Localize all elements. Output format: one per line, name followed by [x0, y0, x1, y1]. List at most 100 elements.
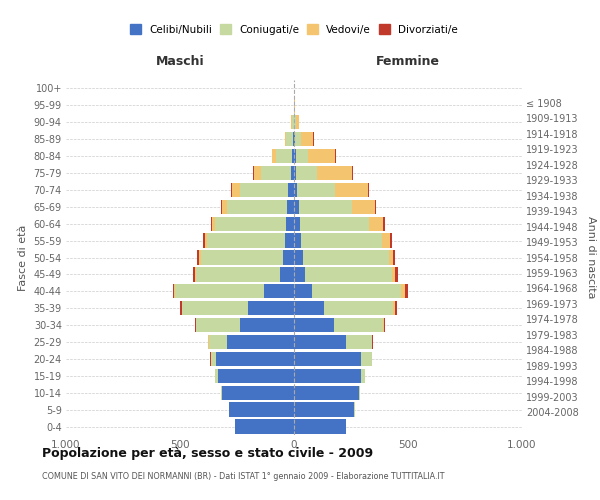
Bar [181, 301, 182, 316]
Bar [290, 166, 294, 180]
Bar [293, 132, 294, 146]
Bar [301, 234, 382, 248]
Bar [193, 267, 195, 281]
Bar [292, 149, 294, 164]
Bar [283, 250, 294, 264]
Bar [173, 284, 175, 298]
Y-axis label: Anni di nascita: Anni di nascita [586, 216, 596, 298]
Bar [294, 149, 296, 164]
Bar [254, 166, 261, 180]
Bar [299, 200, 352, 214]
Bar [222, 386, 294, 400]
Bar [265, 284, 294, 298]
Bar [294, 368, 361, 383]
Bar [334, 318, 383, 332]
Bar [296, 166, 317, 180]
Bar [361, 352, 371, 366]
Bar [300, 216, 369, 231]
Bar [312, 284, 401, 298]
Bar [218, 368, 294, 383]
Bar [352, 166, 353, 180]
Bar [212, 216, 215, 231]
Bar [383, 318, 384, 332]
Bar [272, 149, 276, 164]
Bar [215, 368, 218, 383]
Y-axis label: Fasce di età: Fasce di età [18, 224, 28, 290]
Bar [248, 301, 294, 316]
Bar [294, 250, 303, 264]
Bar [294, 420, 346, 434]
Bar [294, 182, 298, 197]
Bar [393, 250, 395, 264]
Bar [382, 234, 390, 248]
Bar [205, 234, 208, 248]
Bar [221, 386, 222, 400]
Bar [305, 267, 392, 281]
Bar [182, 301, 248, 316]
Bar [294, 166, 296, 180]
Bar [294, 132, 295, 146]
Bar [368, 182, 369, 197]
Bar [295, 115, 296, 130]
Bar [215, 216, 286, 231]
Bar [227, 335, 294, 349]
Bar [392, 267, 395, 281]
Text: Popolazione per età, sesso e stato civile - 2009: Popolazione per età, sesso e stato civil… [42, 448, 373, 460]
Bar [352, 200, 375, 214]
Bar [280, 267, 294, 281]
Bar [276, 149, 292, 164]
Bar [335, 149, 336, 164]
Bar [294, 386, 359, 400]
Bar [369, 216, 383, 231]
Bar [241, 182, 289, 197]
Text: COMUNE DI SAN VITO DEI NORMANNI (BR) - Dati ISTAT 1° gennaio 2009 - Elaborazione: COMUNE DI SAN VITO DEI NORMANNI (BR) - D… [42, 472, 445, 481]
Bar [301, 132, 313, 146]
Bar [195, 318, 196, 332]
Bar [294, 318, 334, 332]
Bar [200, 250, 283, 264]
Bar [395, 267, 398, 281]
Bar [285, 234, 294, 248]
Bar [241, 318, 294, 332]
Bar [287, 200, 294, 214]
Bar [294, 234, 301, 248]
Bar [209, 335, 227, 349]
Bar [296, 149, 308, 164]
Bar [221, 200, 222, 214]
Bar [346, 335, 371, 349]
Bar [196, 267, 280, 281]
Bar [303, 250, 389, 264]
Bar [232, 182, 241, 197]
Bar [359, 386, 360, 400]
Bar [294, 335, 346, 349]
Bar [230, 182, 232, 197]
Bar [196, 318, 241, 332]
Bar [375, 200, 376, 214]
Bar [295, 132, 301, 146]
Bar [235, 420, 294, 434]
Bar [383, 216, 385, 231]
Bar [197, 250, 199, 264]
Legend: Celibi/Nubili, Coniugati/e, Vedovi/e, Divorziati/e: Celibi/Nubili, Coniugati/e, Vedovi/e, Di… [127, 22, 461, 38]
Bar [286, 132, 293, 146]
Bar [317, 166, 352, 180]
Bar [384, 318, 385, 332]
Text: Femmine: Femmine [376, 55, 440, 68]
Bar [294, 402, 355, 417]
Bar [294, 216, 300, 231]
Bar [217, 352, 294, 366]
Bar [361, 368, 365, 383]
Bar [211, 216, 212, 231]
Bar [261, 166, 290, 180]
Bar [404, 284, 408, 298]
Bar [294, 301, 323, 316]
Bar [308, 149, 335, 164]
Bar [296, 115, 299, 130]
Bar [395, 301, 397, 316]
Bar [298, 182, 335, 197]
Bar [389, 250, 393, 264]
Bar [292, 115, 293, 130]
Bar [227, 200, 287, 214]
Bar [208, 234, 285, 248]
Bar [401, 284, 404, 298]
